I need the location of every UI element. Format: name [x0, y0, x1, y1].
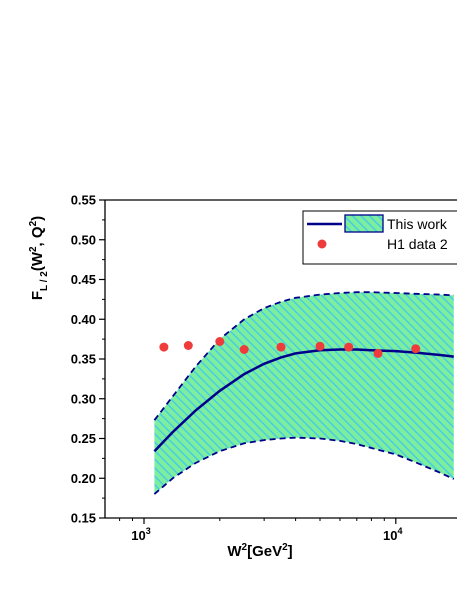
y-tick-label: 0.55: [71, 193, 96, 208]
y-tick-label: 0.50: [71, 232, 96, 247]
x-axis-title: W2[GeV2]: [227, 542, 292, 560]
legend-label-this-work: This work: [387, 216, 448, 232]
h1-data-point: [411, 344, 421, 354]
legend: This work H1 data 2: [302, 210, 457, 265]
y-tick-label: 0.30: [71, 391, 96, 406]
h1-data-point: [344, 342, 354, 352]
y-tick-label: 0.35: [71, 352, 96, 367]
legend-swatch-this-work: [344, 214, 384, 233]
h1-data-point: [159, 342, 169, 352]
h1-data-point: [276, 342, 286, 352]
h1-data-point: [215, 337, 225, 346]
h1-data-point: [315, 341, 325, 351]
x-tick-label: 104: [383, 526, 402, 543]
y-tick-label: 0.40: [71, 312, 96, 327]
uncertainty-band: [154, 292, 454, 495]
legend-marker-h1: [317, 239, 327, 249]
y-tick-label: 0.45: [71, 272, 96, 287]
h1-data-point: [239, 345, 249, 354]
x-tick-label: 103: [131, 526, 150, 543]
y-tick-label: 0.25: [71, 431, 96, 446]
y-tick-label: 0.15: [71, 511, 96, 526]
axis-ticks: 0.15 0.20 0.25 0.30 0.35 0.40 0.45 0.50 0.55 103 1…: [71, 193, 403, 544]
y-axis-title: FL / 2(W2, Q2): [28, 216, 50, 300]
plot-area: [153, 291, 455, 495]
band-lower-edge: [153, 436, 455, 495]
legend-label-h1: H1 data 2: [387, 236, 448, 252]
h1-data-point: [373, 348, 383, 358]
central-line-this-work: [153, 348, 454, 453]
y-tick-label: 0.20: [71, 471, 96, 486]
h1-data-point: [183, 341, 193, 350]
band-upper-edge: [153, 291, 454, 421]
